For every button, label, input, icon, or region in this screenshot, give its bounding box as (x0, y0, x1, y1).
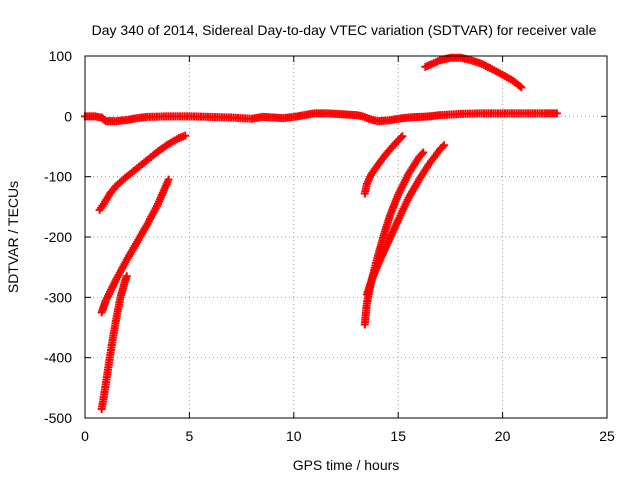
y-axis-label: SDTVAR / TECUs (5, 181, 21, 293)
data-point-trail (368, 163, 381, 178)
data-point-trail (384, 218, 402, 245)
data-point-trail (479, 60, 495, 73)
data-point-trail (114, 174, 130, 189)
data-point-trail (145, 148, 161, 163)
data-point-trail (155, 141, 171, 155)
data-point-trail (437, 142, 447, 153)
data-point-trail (405, 177, 422, 200)
chart-title: Day 340 of 2014, Sidereal Day-to-day VTE… (92, 22, 597, 38)
data-point-trail (97, 201, 107, 212)
data-point-trail (107, 183, 120, 196)
data-point (440, 141, 449, 150)
x-tick-label: 20 (495, 428, 511, 444)
x-tick-label: 15 (390, 428, 406, 444)
data-point-trail (423, 60, 436, 70)
plot-area (81, 53, 561, 413)
data-point-trail (500, 71, 515, 84)
y-tick-label: -100 (44, 169, 72, 185)
data-point-trail (123, 239, 141, 262)
data-point-trail (490, 66, 505, 78)
data-point (552, 109, 561, 118)
data-point-trail (102, 277, 120, 303)
data-point-trail (395, 171, 412, 197)
data-point (398, 132, 407, 141)
data-point-trail (387, 138, 401, 152)
data-series-1 (81, 109, 561, 126)
data-point (517, 83, 526, 92)
data-point-trail (416, 161, 433, 182)
data-point-trail (104, 341, 116, 372)
data-point-trail (374, 241, 391, 268)
data-point-trail (405, 155, 422, 176)
plot-frame (84, 55, 608, 419)
data-point-trail (155, 177, 172, 206)
data-point-trail (134, 221, 151, 244)
data-point (181, 131, 190, 140)
axes: 0 5 10 15 20 25 -500 -400 -300 -200 -100 0 100 (44, 48, 615, 444)
data-point-trail (99, 114, 109, 124)
y-tick-label: 0 (64, 108, 72, 124)
data-point-trail (416, 150, 426, 160)
x-tick-label: 0 (81, 428, 89, 444)
x-tick-label: 5 (186, 428, 194, 444)
data-series-8 (421, 53, 526, 92)
data-point-trail (134, 157, 150, 171)
data-point-trail (374, 155, 387, 169)
data-point-trail (101, 191, 113, 206)
data-point-trail (166, 135, 181, 147)
data-point-trail (395, 133, 405, 144)
data-point-trail (510, 78, 524, 91)
y-tick-label: 100 (49, 48, 73, 64)
data-series-5 (360, 132, 407, 198)
data-point-trail (431, 57, 442, 67)
data-point-trail (427, 147, 443, 166)
y-tick-label: -300 (44, 289, 72, 305)
data-series-4 (97, 272, 131, 413)
data-point-trail (177, 132, 188, 142)
data-point-trail (380, 147, 393, 160)
data-point (419, 148, 428, 157)
data-point (122, 272, 131, 281)
data-point-trail (363, 173, 375, 186)
data-point-trail (361, 182, 371, 196)
data-point-trail (360, 113, 371, 122)
x-axis-label: GPS time / hours (293, 457, 400, 473)
y-tick-label: -500 (44, 410, 72, 426)
data-point-trail (395, 196, 412, 222)
data-series-7 (362, 141, 449, 299)
data-series-3 (97, 175, 173, 317)
data-point-trail (354, 111, 365, 120)
data-series-2 (95, 131, 190, 214)
x-tick-label: 25 (599, 428, 615, 444)
y-tick-label: -400 (44, 350, 72, 366)
x-tick-label: 10 (286, 428, 302, 444)
data-point (164, 175, 173, 184)
data-point-trail (367, 115, 380, 125)
y-tick-label: -200 (44, 229, 72, 245)
data-point-trail (144, 202, 161, 226)
data-point-trail (124, 165, 140, 180)
data-point-trail (113, 258, 130, 282)
data-point-trail (100, 368, 112, 399)
data-point-trail (121, 274, 131, 285)
